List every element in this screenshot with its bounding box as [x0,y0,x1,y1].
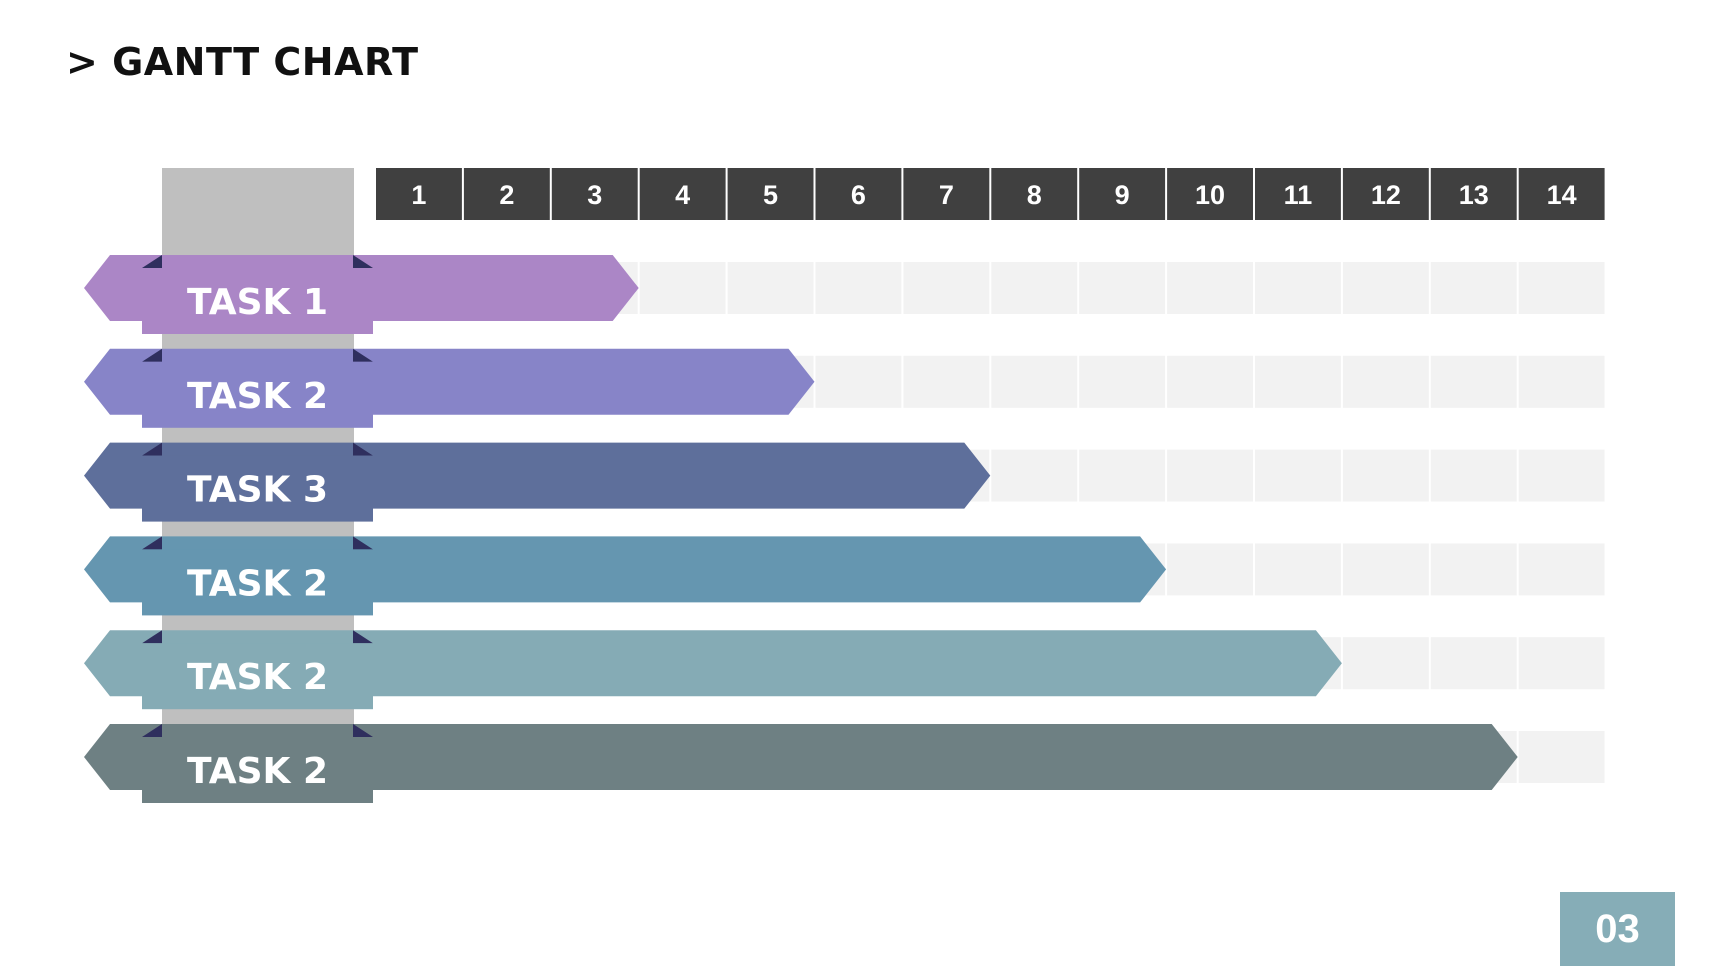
track-cell [991,355,1078,408]
x-tick-label: 11 [1284,180,1313,210]
track-cell [1430,262,1517,314]
x-tick-label: 14 [1547,180,1577,210]
x-tick-label: 6 [851,180,866,210]
track-cell [903,355,990,408]
task-label: TASK 3 [187,470,328,511]
task-bar [84,724,1518,790]
header-cell [1342,168,1429,220]
x-tick-label: 12 [1371,180,1401,210]
task-fold-right [353,536,373,550]
x-tick-label: 2 [499,180,514,210]
x-tick-label: 4 [675,180,690,210]
task-label-tab [142,643,373,710]
task-label-tab [142,455,373,522]
header-cell [376,168,462,220]
task-bar [84,630,1342,697]
track-cell [1167,262,1253,314]
track-cell [1342,355,1429,408]
header-cell [639,168,726,220]
task-fold-right [353,255,373,268]
header-cell [1167,168,1253,220]
track-cell [815,355,902,408]
track-cell [639,262,726,314]
track-cell [1518,543,1605,596]
task-fold-left [142,630,162,644]
header-cell [1518,168,1605,220]
track-cell [1255,355,1341,408]
track-cell [1079,262,1166,314]
task-label-tab [142,361,373,428]
task-fold-right [353,630,373,644]
track-cell [1430,449,1517,502]
track-cell [1255,449,1341,502]
task-label: TASK 2 [187,751,328,792]
track-cell [1255,543,1341,596]
track-cell [1167,543,1253,596]
track-cell [1342,543,1429,596]
task-label: TASK 2 [187,376,328,417]
task-fold-right [353,442,373,456]
task-label: TASK 2 [187,563,328,604]
task-label: TASK 2 [187,657,328,698]
track-cell [1079,355,1166,408]
task-label-tab [142,549,373,616]
track-cell [903,262,990,314]
track-cell [1167,355,1253,408]
track-cell [1518,449,1605,502]
task-fold-left [142,348,162,362]
x-tick-label: 13 [1459,180,1489,210]
track-cell [1518,262,1605,314]
track-cell [1430,543,1517,596]
task-fold-right [353,724,373,737]
task-fold-right [353,348,373,362]
page-number-badge: 03 [1560,892,1675,966]
track-cell [1518,355,1605,408]
task-fold-left [142,724,162,737]
header-cell [463,168,550,220]
track-cell [991,262,1078,314]
header-cell [815,168,902,220]
header-cell [1255,168,1341,220]
header-cell [1430,168,1517,220]
track-cell [1342,449,1429,502]
track-cell [991,449,1078,502]
track-cell [1079,449,1166,502]
track-cell [1342,637,1429,690]
task-fold-left [142,255,162,268]
track-cell [815,262,902,314]
header-cell [727,168,814,220]
track-cell [1342,262,1429,314]
x-tick-label: 1 [411,180,426,210]
x-tick-label: 5 [763,180,778,210]
header-cell [991,168,1078,220]
slide-title: > GANTT CHART [66,40,419,84]
x-tick-label: 9 [1115,180,1130,210]
track-cell [1167,449,1253,502]
header-cell [903,168,990,220]
x-tick-label: 8 [1027,180,1042,210]
task-label-tab [142,737,373,803]
track-cell [1518,731,1605,783]
task-label: TASK 1 [187,282,328,323]
track-cell [727,262,814,314]
header-cell [551,168,638,220]
x-tick-label: 7 [939,180,954,210]
track-cell [1430,355,1517,408]
track-cell [1518,637,1605,690]
task-fold-left [142,442,162,456]
x-tick-label: 10 [1195,180,1225,210]
header-cell [1079,168,1166,220]
x-tick-label: 3 [587,180,602,210]
track-cell [1430,637,1517,690]
task-fold-left [142,536,162,550]
task-label-tab [142,268,373,334]
track-cell [1255,262,1341,314]
